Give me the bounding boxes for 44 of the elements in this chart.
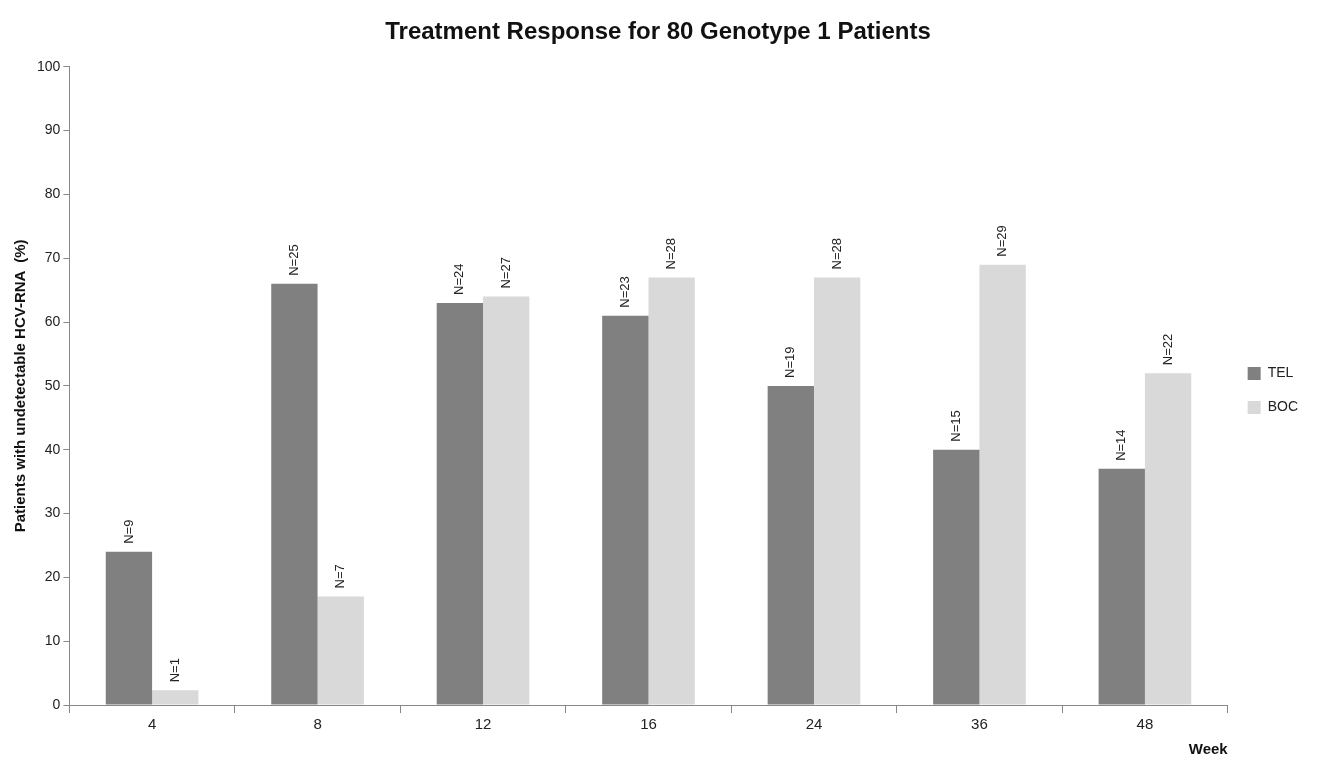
- bar: [1144, 373, 1192, 705]
- x-tick-label: 8: [313, 715, 322, 733]
- x-tick-label: 48: [1136, 715, 1154, 733]
- y-tick-label: 40: [44, 440, 61, 457]
- annotation: N=28: [663, 237, 679, 270]
- annotation: N=23: [616, 276, 632, 308]
- annotation: N=28: [828, 237, 844, 270]
- y-axis-title: Patients with undetectable HCV-RNA (%): [11, 239, 29, 533]
- bar: [648, 277, 695, 705]
- y-tick-label: 30: [44, 504, 61, 521]
- annotation: N=27: [497, 257, 513, 289]
- x-tick-label: 36: [971, 715, 988, 733]
- annotation: N=7: [332, 564, 348, 589]
- x-tick-label: 16: [640, 715, 657, 733]
- bar: [152, 690, 199, 705]
- chart-title: Treatment Response for 80 Genotype 1 Patients: [385, 17, 931, 45]
- bar: [813, 277, 861, 705]
- annotation: N=14: [1113, 429, 1129, 461]
- x-tick-label: 24: [805, 715, 823, 733]
- legend-label: TEL: [1267, 364, 1294, 381]
- annotation: N=19: [782, 346, 798, 378]
- annotation: N=22: [1159, 333, 1175, 366]
- annotation: N=9: [120, 519, 136, 544]
- y-tick-label: 60: [44, 312, 61, 329]
- annotation: N=1: [166, 658, 182, 683]
- y-tick-label: 10: [44, 632, 61, 649]
- y-tick-label: 50: [44, 376, 61, 393]
- x-tick-label: 12: [474, 715, 492, 733]
- annotation: N=15: [947, 410, 963, 442]
- y-tick-label: 70: [44, 249, 61, 266]
- y-tick-label: 90: [44, 121, 61, 138]
- annotation: N=24: [451, 263, 467, 295]
- annotation: N=29: [994, 225, 1010, 257]
- y-tick-label: 80: [44, 185, 61, 202]
- legend-label: BOC: [1267, 398, 1299, 415]
- bar: [317, 596, 364, 705]
- x-tick-label: 4: [147, 715, 157, 733]
- bar: [483, 296, 530, 705]
- annotation: N=25: [285, 244, 301, 276]
- y-tick-label: 20: [44, 568, 61, 585]
- x-axis-title: Week: [1188, 740, 1229, 758]
- bar: [979, 264, 1026, 705]
- y-tick-label: 0: [52, 695, 61, 712]
- y-tick-label: 100: [37, 57, 61, 74]
